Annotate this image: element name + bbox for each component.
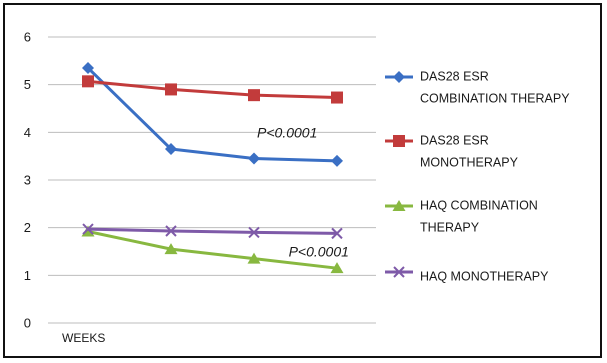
- legend-label-1-1: MONOTHERAPY: [420, 156, 519, 170]
- data-point-s2-1: [164, 243, 178, 255]
- legend-swatch-marker-0: [393, 71, 405, 83]
- x-axis-label: WEEKS: [62, 331, 105, 345]
- data-point-s0-0: [82, 61, 94, 74]
- legend-swatch-marker-3: [393, 266, 405, 278]
- legend-swatch-marker-1: [393, 135, 405, 147]
- data-point-s1-1: [165, 83, 177, 96]
- legend-swatch-marker-2: [392, 200, 406, 211]
- annotation-0: P<0.0001: [257, 124, 317, 140]
- y-tick-label-3: 3: [24, 173, 31, 188]
- legend-label-0-1: COMBINATION THERAPY: [420, 92, 570, 106]
- y-tick-label-5: 5: [24, 77, 31, 92]
- annotation-1: P<0.0001: [289, 244, 349, 260]
- legend-label-0-0: DAS28 ESR: [420, 70, 489, 84]
- data-point-s3-0: [82, 223, 94, 235]
- series-line-3: [86, 227, 339, 235]
- y-tick-label-2: 2: [24, 220, 31, 235]
- data-point-s1-2: [248, 89, 260, 102]
- data-point-s1-0: [82, 75, 94, 88]
- data-point-s2-3: [330, 262, 344, 274]
- legend-label-3-0: HAQ MONOTHERAPY: [420, 270, 549, 284]
- y-tick-label-6: 6: [24, 30, 31, 45]
- data-point-s3-1: [165, 225, 177, 237]
- y-tick-label-4: 4: [24, 125, 31, 140]
- data-point-s2-2: [247, 252, 261, 264]
- data-point-s0-2: [248, 152, 260, 165]
- y-tick-label-1: 1: [24, 268, 31, 283]
- series-line-2: [86, 229, 339, 270]
- legend-label-2-1: THERAPY: [420, 221, 480, 235]
- data-point-s3-2: [248, 226, 260, 239]
- data-point-s0-1: [165, 143, 177, 156]
- series-line-1: [86, 79, 339, 100]
- data-point-s0-3: [331, 154, 343, 167]
- data-point-s1-3: [331, 91, 343, 104]
- data-point-s3-3: [331, 227, 343, 240]
- series-line-0: [86, 66, 339, 163]
- legend-label-1-0: DAS28 ESR: [420, 134, 489, 148]
- legend-label-2-0: HAQ COMBINATION: [420, 199, 538, 213]
- y-tick-label-0: 0: [24, 316, 31, 331]
